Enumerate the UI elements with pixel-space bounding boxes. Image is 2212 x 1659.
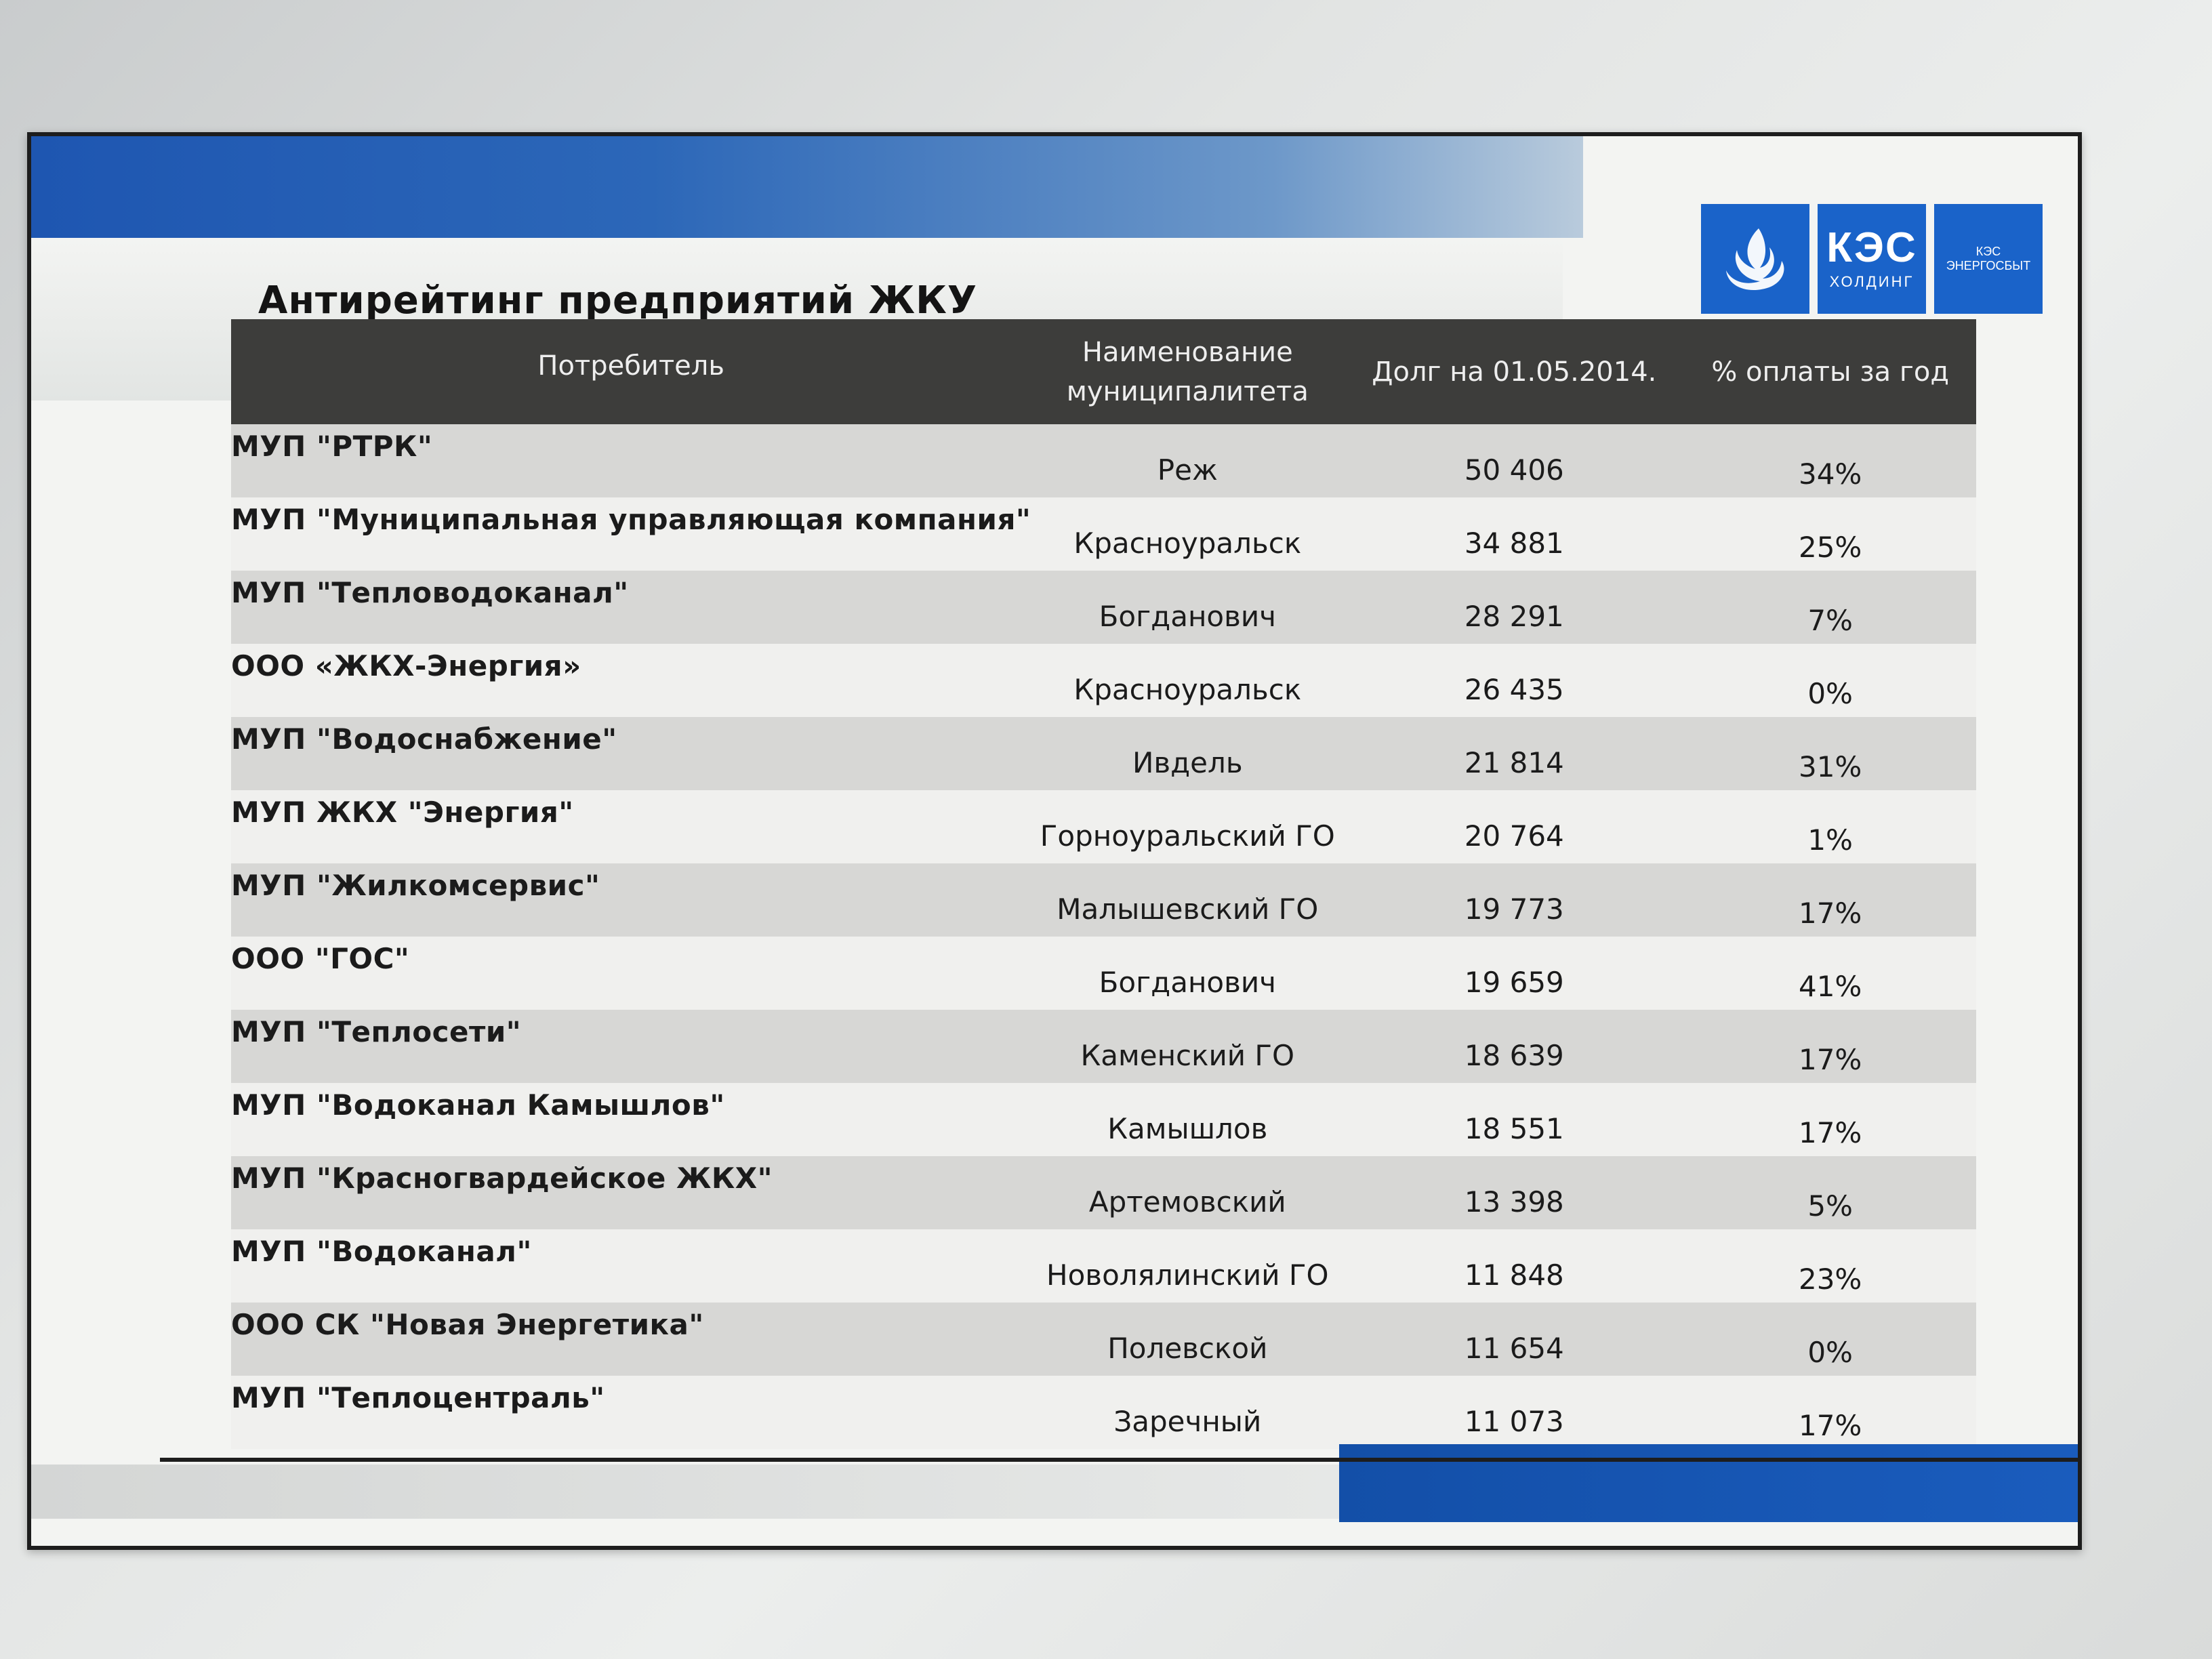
- table-row: МУП ЖКХ "Энергия" Горноуральский ГО 20 7…: [231, 790, 1976, 863]
- table-body: МУП "РТРК" Реж 50 406 34% МУП "Муниципал…: [231, 424, 1976, 1449]
- table-row: ООО СК "Новая Энергетика" Полевской 11 6…: [231, 1303, 1976, 1376]
- table-row: МУП "Тепловодоканал" Богданович 28 291 7…: [231, 571, 1976, 644]
- presentation-slide: КЭС ХОЛДИНГ КЭС ЭНЕРГОСБЫТ Антирейтинг п…: [27, 132, 2082, 1550]
- cell-payment: 23%: [1798, 1263, 1862, 1296]
- cell-payment: 25%: [1798, 531, 1862, 564]
- table-row: ООО "ГОС" Богданович 19 659 41%: [231, 937, 1976, 1010]
- table-row: МУП "Теплосети" Каменский ГО 18 639 17%: [231, 1010, 1976, 1083]
- logo-main-text: КЭС: [1826, 224, 1917, 271]
- header-band: [31, 136, 1583, 238]
- table-row: МУП "Красногвардейское ЖКХ" Артемовский …: [231, 1156, 1976, 1229]
- logo-group: КЭС ХОЛДИНГ КЭС ЭНЕРГОСБЫТ: [1701, 204, 2043, 314]
- cell-consumer: МУП "Тепловодоканал": [231, 576, 629, 609]
- cell-municipality: Новолялинский ГО: [1046, 1258, 1329, 1292]
- cell-municipality: Заречный: [1113, 1405, 1262, 1438]
- cell-debt: 19 659: [1464, 966, 1564, 999]
- anti-rating-table: Потребитель Наименование муниципалитета …: [231, 319, 1976, 1449]
- table-row: МУП "РТРК" Реж 50 406 34%: [231, 424, 1976, 497]
- logo-sub-text: ХОЛДИНГ: [1829, 273, 1914, 290]
- cell-consumer: МУП "Теплосети": [231, 1015, 522, 1048]
- header-payment: % оплаты за год: [1711, 356, 1949, 388]
- header-row: Потребитель Наименование муниципалитета …: [231, 319, 1976, 424]
- table-row: МУП "Жилкомсервис" Малышевский ГО 19 773…: [231, 863, 1976, 937]
- cell-consumer: МУП "Жилкомсервис": [231, 869, 600, 902]
- cell-payment: 17%: [1798, 897, 1862, 930]
- cell-payment: 41%: [1798, 970, 1862, 1003]
- cell-payment: 31%: [1798, 750, 1862, 783]
- cell-municipality: Богданович: [1099, 600, 1276, 633]
- table-row: МУП "Водоканал" Новолялинский ГО 11 848 …: [231, 1229, 1976, 1303]
- cell-debt: 20 764: [1464, 819, 1564, 853]
- logo-line1-text: КЭС: [1975, 245, 2001, 259]
- cell-debt: 18 639: [1464, 1039, 1564, 1072]
- cell-municipality: Красноуральск: [1073, 673, 1302, 706]
- cell-debt: 11 848: [1464, 1258, 1564, 1292]
- swirl-icon: [1726, 228, 1784, 291]
- cell-debt: 21 814: [1464, 746, 1564, 779]
- kes-holding-logo: КЭС ХОЛДИНГ: [1818, 204, 1926, 314]
- cell-debt: 28 291: [1464, 600, 1564, 633]
- cell-payment: 34%: [1798, 457, 1862, 491]
- header-background: [31, 238, 1563, 401]
- cell-debt: 11 654: [1464, 1332, 1564, 1365]
- cell-payment: 17%: [1798, 1043, 1862, 1076]
- table-row: МУП "Водоснабжение" Ивдель 21 814 31%: [231, 717, 1976, 790]
- slide-title: Антирейтинг предприятий ЖКУ: [258, 279, 978, 323]
- table-row: ООО «ЖКХ-Энергия» Красноуральск 26 435 0…: [231, 644, 1976, 717]
- cell-debt: 26 435: [1464, 673, 1564, 706]
- cell-payment: 0%: [1807, 1336, 1853, 1369]
- header-municipality-line2: муниципалитета: [1066, 375, 1309, 407]
- table-header: Потребитель Наименование муниципалитета …: [231, 319, 1976, 424]
- header-municipality: Наименование муниципалитета: [1031, 319, 1344, 424]
- cell-payment: 5%: [1807, 1189, 1853, 1223]
- cell-payment: 17%: [1798, 1116, 1862, 1149]
- cell-consumer: МУП "Водоканал": [231, 1235, 532, 1268]
- cell-debt: 34 881: [1464, 527, 1564, 560]
- cell-payment: 1%: [1807, 823, 1853, 857]
- cell-consumer: МУП "РТРК": [231, 430, 433, 463]
- cell-consumer: ООО "ГОС": [231, 942, 410, 975]
- cell-debt: 18 551: [1464, 1112, 1564, 1145]
- cell-consumer: МУП "Водоканал Камышлов": [231, 1088, 725, 1122]
- cell-consumer: ООО СК "Новая Энергетика": [231, 1308, 704, 1341]
- cell-debt: 13 398: [1464, 1185, 1564, 1218]
- logo-line2-text: ЭНЕРГОСБЫТ: [1946, 259, 2031, 272]
- cell-consumer: МУП "Муниципальная управляющая компания": [231, 503, 1031, 536]
- cell-municipality: Красноуральск: [1073, 527, 1302, 560]
- table-row: МУП "Водоканал Камышлов" Камышлов 18 551…: [231, 1083, 1976, 1156]
- cell-payment: 17%: [1798, 1409, 1862, 1442]
- cell-payment: 0%: [1807, 677, 1853, 710]
- cell-municipality: Ивдель: [1132, 746, 1243, 779]
- cell-municipality: Полевской: [1107, 1332, 1268, 1365]
- cell-municipality: Малышевский ГО: [1057, 893, 1319, 926]
- kes-energosbyt-logo: КЭС ЭНЕРГОСБЫТ: [1934, 204, 2043, 314]
- cell-municipality: Реж: [1157, 453, 1218, 487]
- header-debt: Долг на 01.05.2014.: [1372, 356, 1657, 388]
- cell-municipality: Камышлов: [1107, 1112, 1268, 1145]
- header-municipality-line1: Наименование: [1082, 336, 1293, 368]
- cell-debt: 11 073: [1464, 1405, 1564, 1438]
- cell-municipality: Горноуральский ГО: [1040, 819, 1335, 853]
- cell-municipality: Богданович: [1099, 966, 1276, 999]
- cell-municipality: Каменский ГО: [1080, 1039, 1295, 1072]
- cell-consumer: МУП "Теплоцентраль": [231, 1381, 605, 1414]
- cell-consumer: ООО «ЖКХ-Энергия»: [231, 649, 581, 682]
- header-consumer: Потребитель: [537, 350, 724, 382]
- cell-debt: 50 406: [1464, 453, 1564, 487]
- cell-municipality: Артемовский: [1088, 1185, 1286, 1218]
- cell-consumer: МУП "Красногвардейское ЖКХ": [231, 1162, 773, 1195]
- cell-consumer: МУП ЖКХ "Энергия": [231, 796, 574, 829]
- table-row: МУП "Муниципальная управляющая компания"…: [231, 497, 1976, 571]
- footer-divider: [160, 1458, 2078, 1462]
- cell-payment: 7%: [1807, 604, 1853, 637]
- cell-consumer: МУП "Водоснабжение": [231, 722, 617, 756]
- kes-swirl-logo: [1701, 204, 1809, 314]
- footer-band-gray: [31, 1465, 1339, 1519]
- cell-debt: 19 773: [1464, 893, 1564, 926]
- table-row: МУП "Теплоцентраль" Заречный 11 073 17%: [231, 1376, 1976, 1449]
- footer-band-blue: [1339, 1444, 2078, 1522]
